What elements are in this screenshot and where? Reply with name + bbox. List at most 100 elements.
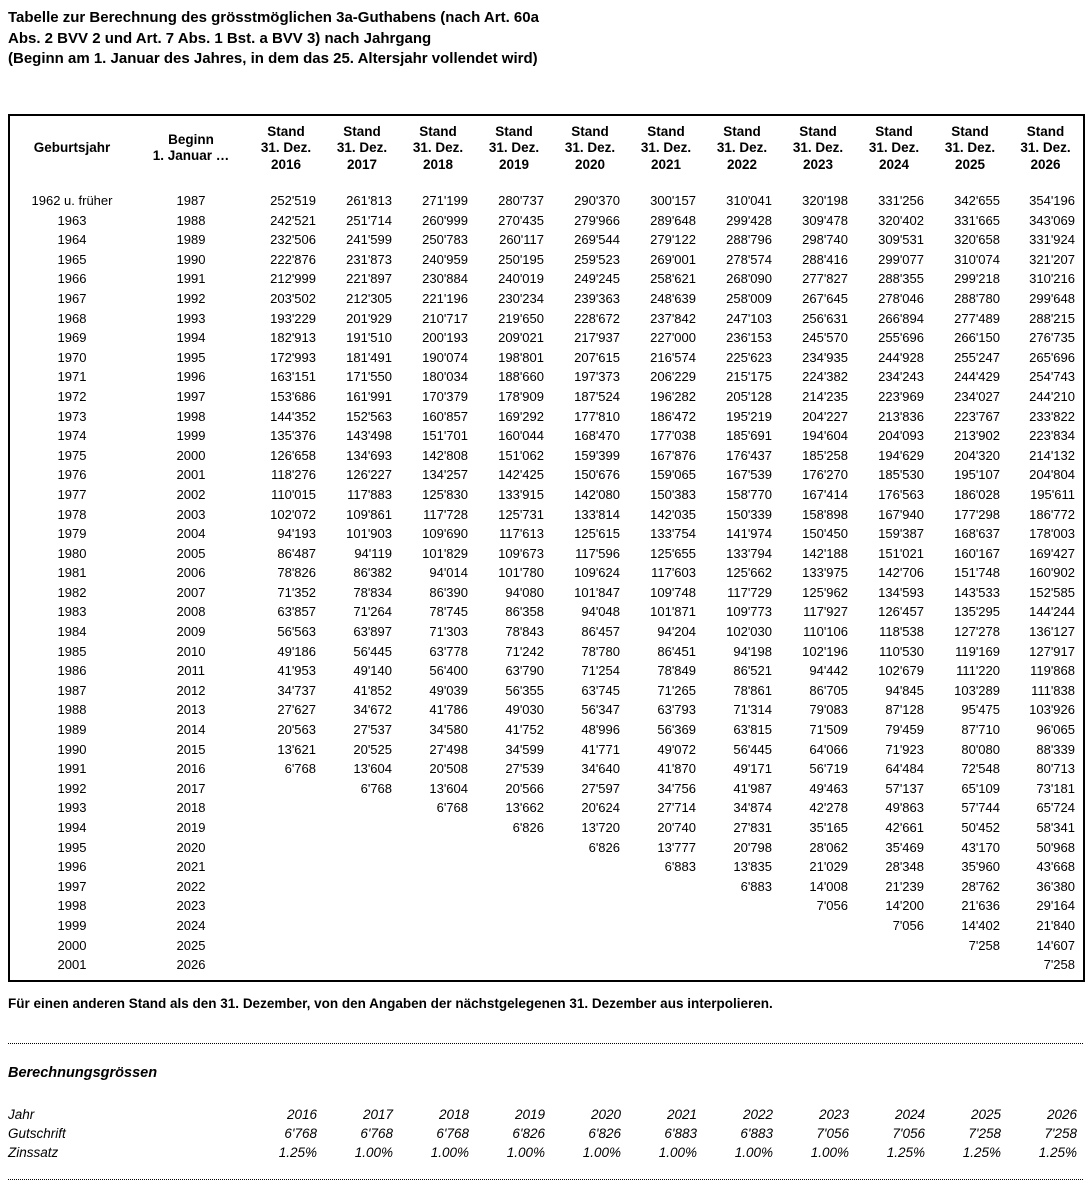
cell-stand-value: 168'470 xyxy=(574,428,620,444)
cell-stand-value: 255'247 xyxy=(954,349,1000,365)
cell-stand-value: 35'960 xyxy=(961,859,1000,875)
cell-stand-value: 21'239 xyxy=(885,878,924,894)
berechnungsgroessen-value: 1.00% xyxy=(354,1144,393,1160)
cell-stand-value: 186'772 xyxy=(1029,506,1075,522)
column-header-stand-2018: Stand 31. Dez. 2018 xyxy=(412,123,464,172)
cell-stand-value: 300'157 xyxy=(650,193,696,208)
cell-stand-value: 34'874 xyxy=(733,800,772,816)
cell-stand-value: 258'009 xyxy=(726,290,772,306)
cell-stand-value: 152'585 xyxy=(1029,584,1075,600)
cell-stand-value: 177'298 xyxy=(954,506,1000,522)
cell-stand-value: 200'193 xyxy=(422,330,468,346)
berechnungsgroessen-value: 7'056 xyxy=(892,1125,925,1141)
cell-stand-value: 14'402 xyxy=(961,917,1000,933)
cell-stand-value: 150'450 xyxy=(802,526,848,542)
cell-stand-value: 49'140 xyxy=(353,663,392,679)
cell-stand-value: 150'339 xyxy=(726,506,772,522)
cell-stand-value xyxy=(552,955,628,981)
cell-stand-value xyxy=(628,877,704,897)
cell-stand-value: 212'305 xyxy=(346,290,392,306)
cell-stand-value: 27'539 xyxy=(505,761,544,777)
cell-stand-value: 216'574 xyxy=(650,349,696,365)
cell-stand-value: 117'596 xyxy=(575,545,620,561)
cell-stand-value xyxy=(932,955,1008,981)
table-row: 1979 2004 94'193 101'903 109'690 117'613 125'6… xyxy=(9,524,1084,544)
cell-stand-value: 71'314 xyxy=(733,702,772,718)
cell-stand-value xyxy=(248,818,324,838)
cell-stand-value: 159'065 xyxy=(650,467,696,483)
cell-stand-value: 277'827 xyxy=(802,271,848,287)
cell-stand-value: 144'352 xyxy=(270,408,316,424)
cell-stand-value: 20'798 xyxy=(733,839,772,855)
cell-stand-value: 250'783 xyxy=(422,232,468,248)
cell-stand-value: 150'676 xyxy=(574,467,620,483)
table-row: 1993 2018 6'768 13'662 20'624 27'714 34'874 42'… xyxy=(9,798,1084,818)
cell-stand-value: 267'645 xyxy=(802,290,848,306)
cell-stand-value: 125'615 xyxy=(574,526,620,542)
cell-stand-value: 94'014 xyxy=(429,565,468,581)
cell-stand-value: 63'790 xyxy=(505,663,544,679)
cell-stand-value: 6'883 xyxy=(664,859,696,875)
guthaben-table: Geburtsjahr Beginn 1. Januar … Stand 31.… xyxy=(8,113,1085,982)
cell-stand-value: 21'636 xyxy=(961,898,1000,914)
cell-stand-value: 159'399 xyxy=(574,447,620,463)
cell-stand-value: 178'003 xyxy=(1029,526,1075,542)
table-row: 1995 2020 6'826 13'777 20'798 28'062 35'469 43'… xyxy=(9,838,1084,858)
table-row: 1967 1992 203'502 212'305 221'196 230'234 239'… xyxy=(9,289,1084,309)
cell-stand-value: 142'808 xyxy=(422,447,468,463)
cell-stand-value: 41'987 xyxy=(733,780,772,796)
cell-beginn: 2000 xyxy=(176,447,206,463)
cell-stand-value xyxy=(324,877,400,897)
cell-stand-value: 299'648 xyxy=(1029,290,1075,306)
cell-stand-value: 117'883 xyxy=(347,486,392,502)
table-row: 1964 1989 232'506 241'599 250'783 260'117 269'… xyxy=(9,230,1084,250)
cell-stand-value: 176'437 xyxy=(726,447,772,463)
table-row: 1981 2006 78'826 86'382 94'014 101'780 109'624… xyxy=(9,563,1084,583)
cell-geburtsjahr: 1969 xyxy=(57,330,87,346)
cell-stand-value: 86'358 xyxy=(505,604,544,620)
cell-stand-value xyxy=(248,857,324,877)
cell-stand-value: 142'080 xyxy=(574,486,620,502)
cell-stand-value: 167'539 xyxy=(726,467,772,483)
berechnungsgroessen-label: Jahr xyxy=(8,1106,35,1122)
cell-stand-value: 150'383 xyxy=(650,486,696,502)
cell-stand-value: 185'258 xyxy=(802,447,848,463)
cell-stand-value: 49'030 xyxy=(505,702,544,718)
berechnungsgroessen-value: 1.00% xyxy=(506,1144,545,1160)
cell-stand-value xyxy=(400,877,476,897)
berechnungsgroessen-value: 7'258 xyxy=(1044,1125,1077,1141)
cell-geburtsjahr: 1994 xyxy=(57,820,87,835)
cell-stand-value: 50'452 xyxy=(961,820,1000,835)
table-row: 1975 2000 126'658 134'693 142'808 151'062 159'… xyxy=(9,446,1084,466)
cell-stand-value: 213'836 xyxy=(878,408,924,424)
title-line-2: Abs. 2 BVV 2 und Art. 7 Abs. 1 Bst. a BV… xyxy=(8,29,432,47)
table-row: 1969 1994 182'913 191'510 200'193 209'021 217'… xyxy=(9,328,1084,348)
cell-geburtsjahr: 1997 xyxy=(57,878,87,894)
cell-stand-value: 56'355 xyxy=(505,682,544,698)
cell-beginn: 2011 xyxy=(177,663,205,679)
cell-stand-value xyxy=(704,896,780,916)
table-row: 1963 1988 242'521 251'714 260'999 270'435 279'… xyxy=(9,211,1084,231)
berechnungsgroessen-value: 1.25% xyxy=(278,1144,317,1160)
table-row: 1972 1997 153'686 161'991 170'379 178'909 187'… xyxy=(9,387,1084,407)
cell-stand-value: 27'831 xyxy=(733,820,772,835)
cell-stand-value: 204'227 xyxy=(802,408,848,424)
dotted-divider-top xyxy=(8,1042,1083,1044)
berechnungsgroessen-value: 1.25% xyxy=(962,1144,1001,1160)
cell-stand-value: 110'015 xyxy=(271,486,316,502)
cell-stand-value xyxy=(476,877,552,897)
table-row: 1973 1998 144'352 152'563 160'857 169'292 177'… xyxy=(9,407,1084,427)
cell-stand-value xyxy=(476,916,552,936)
table-row: 1968 1993 193'229 201'929 210'717 219'650 228'… xyxy=(9,309,1084,329)
cell-stand-value: 260'117 xyxy=(499,232,544,248)
cell-stand-value: 63'745 xyxy=(581,682,620,698)
cell-stand-value: 177'038 xyxy=(650,428,696,444)
berechnungsgroessen-value: 1.00% xyxy=(658,1144,697,1160)
cell-stand-value: 151'062 xyxy=(498,447,544,463)
cell-stand-value: 186'472 xyxy=(650,408,696,424)
cell-geburtsjahr: 1998 xyxy=(57,898,87,914)
cell-stand-value: 212'999 xyxy=(270,271,316,287)
column-header-stand-2020: Stand 31. Dez. 2020 xyxy=(564,123,616,172)
cell-stand-value: 194'629 xyxy=(878,447,924,463)
cell-stand-value: 255'696 xyxy=(878,330,924,346)
